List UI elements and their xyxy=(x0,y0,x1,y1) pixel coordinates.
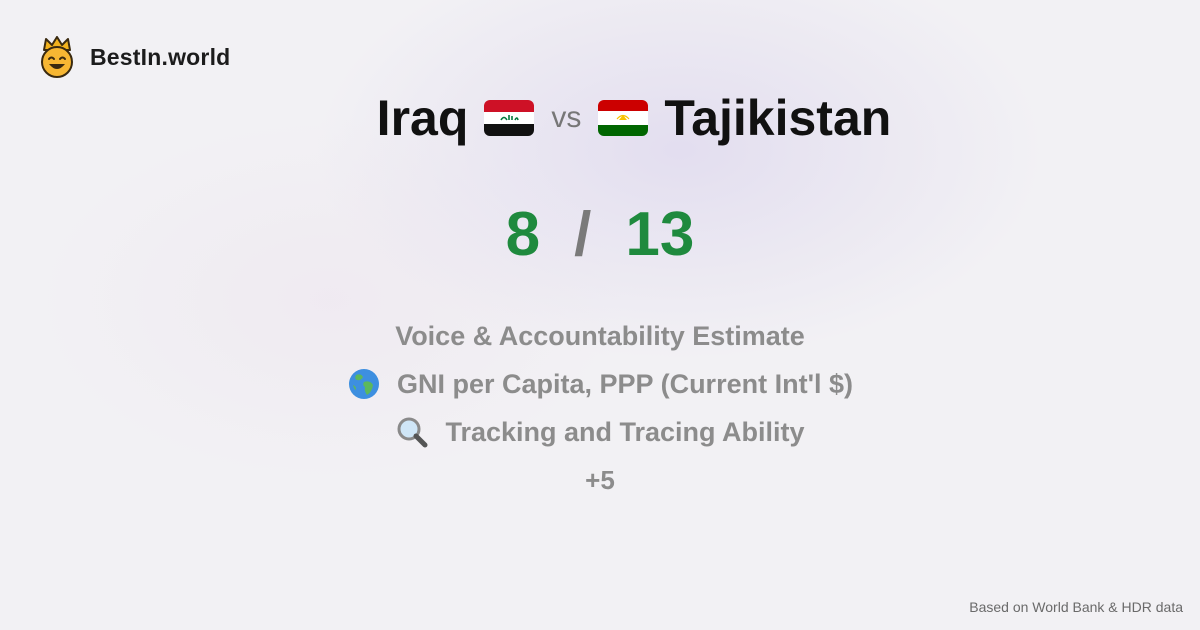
vs-label: vs xyxy=(551,101,582,134)
brand-name: BestIn.world xyxy=(90,43,231,70)
crown-smiley-icon xyxy=(38,36,76,78)
score-separator: / xyxy=(574,199,592,269)
more-count: +5 xyxy=(585,464,615,495)
country-b-name[interactable]: Tajikistan xyxy=(664,90,892,146)
score-b: 13 xyxy=(625,199,695,269)
metrics-list: Voice & Accountability Estimate GNI per … xyxy=(0,312,1200,504)
metric-item[interactable]: Voice & Accountability Estimate xyxy=(0,312,1200,360)
iraq-flag-icon xyxy=(484,100,535,136)
magnifier-icon xyxy=(395,415,429,449)
globe-icon xyxy=(347,367,381,401)
data-source-note: Based on World Bank & HDR data xyxy=(969,599,1183,615)
metric-label: Voice & Accountability Estimate xyxy=(395,320,805,351)
comparison-title: Iraq vs Tajikistan xyxy=(0,88,1200,148)
metric-item[interactable]: GNI per Capita, PPP (Current Int'l $) xyxy=(0,360,1200,408)
score-a: 8 xyxy=(505,199,541,269)
metric-label: GNI per Capita, PPP (Current Int'l $) xyxy=(397,368,853,399)
tajikistan-flag-icon xyxy=(598,100,649,136)
country-a-name[interactable]: Iraq xyxy=(376,90,469,146)
metric-label: Tracking and Tracing Ability xyxy=(445,416,805,447)
more-metrics-link[interactable]: +5 xyxy=(0,456,1200,504)
metric-item[interactable]: Tracking and Tracing Ability xyxy=(0,408,1200,456)
score: 8 / 13 xyxy=(0,196,1200,272)
brand[interactable]: BestIn.world xyxy=(38,36,230,78)
